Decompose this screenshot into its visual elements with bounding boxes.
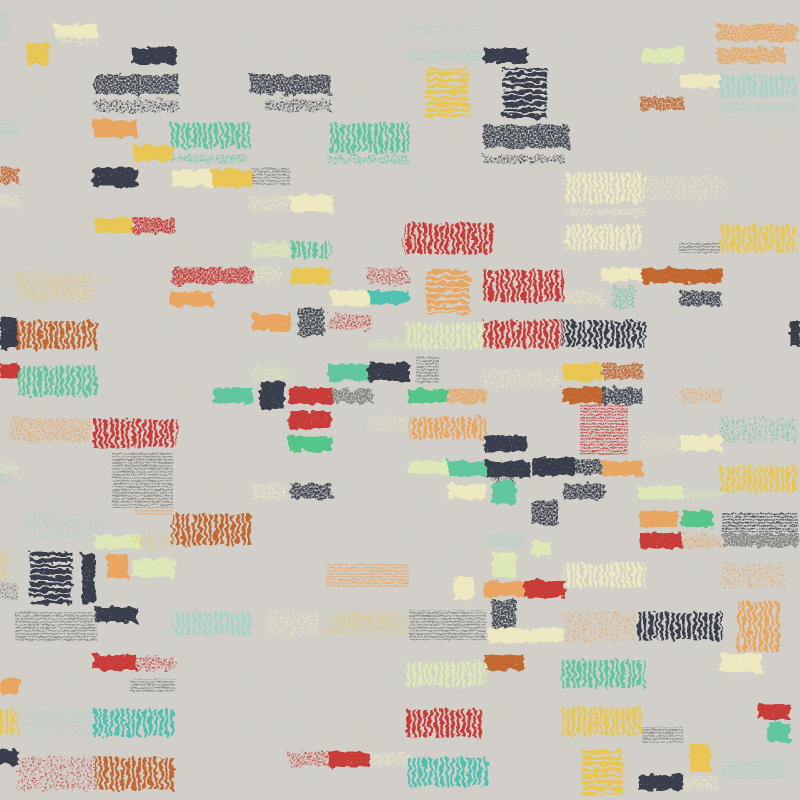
grain-overlay	[0, 0, 800, 800]
pattern-art-svg	[0, 0, 800, 800]
pattern-canvas	[0, 0, 800, 800]
